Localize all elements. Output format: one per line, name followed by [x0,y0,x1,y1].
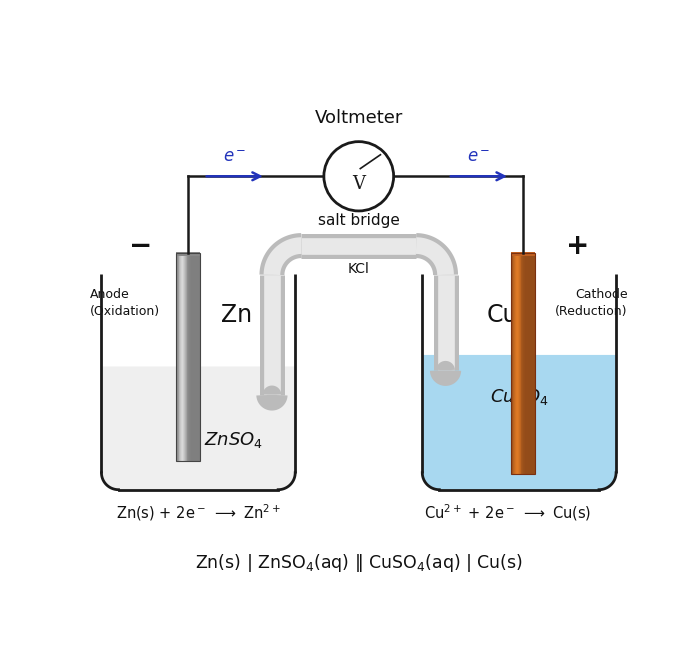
Bar [181,253,182,461]
Text: Zn(s) + 2e$^-$ $\longrightarrow$ Zn$^{2+}$: Zn(s) + 2e$^-$ $\longrightarrow$ Zn$^{2+… [116,502,281,523]
Bar [196,253,197,461]
Bar [513,253,514,474]
Polygon shape [422,355,616,490]
Bar [184,253,185,461]
Bar [186,253,187,461]
Text: Anode
(Oxidation): Anode (Oxidation) [90,287,160,317]
Bar [526,253,527,474]
Bar [512,253,513,474]
Text: −: − [129,231,152,259]
Bar [529,253,531,474]
Bar [528,253,529,474]
Bar [531,253,532,474]
Bar [525,253,526,474]
Text: V: V [352,175,365,193]
Bar [182,253,183,461]
Bar [527,253,528,474]
Text: Voltmeter: Voltmeter [314,109,403,127]
Bar [517,253,518,474]
Bar [522,253,523,474]
Text: Cathode
(Reduction): Cathode (Reduction) [555,287,628,317]
Bar [176,251,200,256]
Text: ZnSO$_4$: ZnSO$_4$ [204,430,262,450]
Bar [511,253,512,474]
Bar [511,253,535,474]
Text: +: + [566,231,589,259]
Bar [190,253,192,461]
Bar [520,253,521,474]
Bar [179,253,180,461]
Bar [523,253,524,474]
Bar [198,253,199,461]
Bar [524,253,525,474]
Bar [511,251,535,256]
Text: e$^-$: e$^-$ [468,147,491,165]
Text: CuSO$_4$: CuSO$_4$ [490,388,549,408]
Bar [521,253,522,474]
Bar [519,253,520,474]
Text: KCl: KCl [348,261,370,275]
Bar [177,253,178,461]
Bar [195,253,196,461]
Text: Zn(s) | ZnSO$_4$(aq) $\|$ CuSO$_4$(aq) | Cu(s): Zn(s) | ZnSO$_4$(aq) $\|$ CuSO$_4$(aq) |… [195,552,523,574]
Bar [189,253,190,461]
Text: e$^-$: e$^-$ [223,147,246,165]
Polygon shape [102,366,295,490]
Bar [178,253,179,461]
Text: Cu$^{2+}$ + 2e$^-$ $\longrightarrow$ Cu(s): Cu$^{2+}$ + 2e$^-$ $\longrightarrow$ Cu(… [424,502,592,523]
Bar [194,253,195,461]
Bar [534,253,535,474]
Bar [187,253,188,461]
Bar [176,253,200,461]
Bar [197,253,198,461]
Bar [183,253,184,461]
Text: Cu: Cu [486,303,518,327]
Bar [199,253,200,461]
Bar [180,253,181,461]
Bar [516,253,517,474]
Bar [185,253,186,461]
Bar [188,253,189,461]
Bar [532,253,533,474]
Bar [193,253,194,461]
Bar [515,253,516,474]
Circle shape [324,141,393,211]
Bar [514,253,515,474]
Text: Zn: Zn [220,303,252,327]
Text: salt bridge: salt bridge [318,213,400,227]
Bar [176,253,177,461]
Bar [533,253,534,474]
Bar [518,253,519,474]
